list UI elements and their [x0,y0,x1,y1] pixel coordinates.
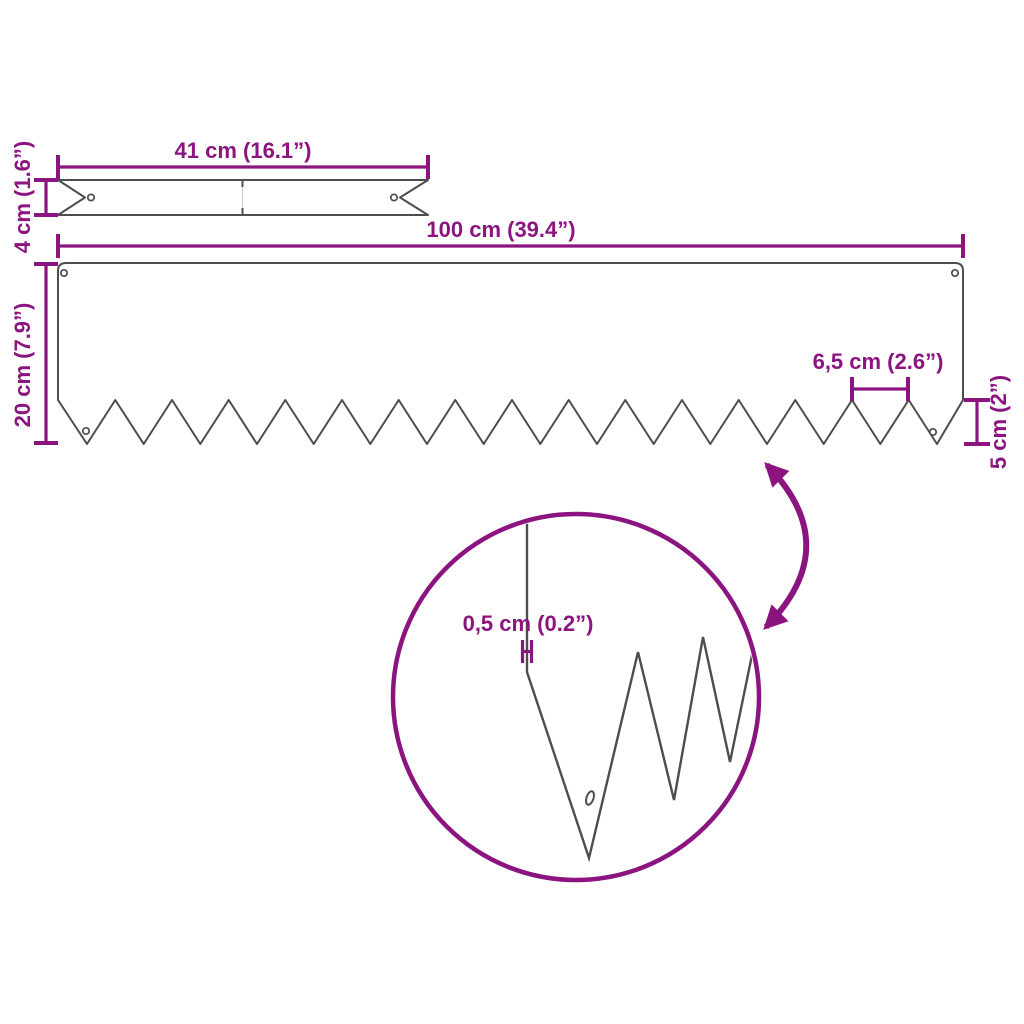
dimension-strip-length: 41 cm (16.1”) [56,138,430,179]
strip-hole-right [389,193,399,202]
dim-label-strip-height: 4 cm (1.6”) [10,141,35,254]
dimension-panel-length: 100 cm (39.4”) [56,217,965,258]
dimension-tooth-depth: 5 cm (2”) [964,375,1011,469]
detail-zoom-circle: 0,5 cm (0.2”) [390,511,762,883]
dim-label-strip-length: 41 cm (16.1”) [175,138,312,163]
connector-strip [57,179,429,216]
dimension-panel-height: 20 cm (7.9”) [10,262,58,445]
panel-hole-bottom-right [928,427,938,437]
dim-label-tooth-spacing: 6,5 cm (2.6”) [813,349,944,374]
dim-label-panel-length: 100 cm (39.4”) [426,217,575,242]
panel-hole-top-left [59,268,69,278]
curved-double-arrow [763,462,810,630]
detail-hole [585,790,595,806]
dim-label-panel-height: 20 cm (7.9”) [10,303,35,428]
dimension-strip-height: 4 cm (1.6”) [10,141,58,254]
edging-panel-outline [57,262,964,445]
detail-content [525,517,756,863]
dim-label-material-thickness: 0,5 cm (0.2”) [463,611,594,636]
panel-hole-bottom-left [81,426,91,436]
strip-hole-left [86,193,96,202]
dim-label-tooth-depth: 5 cm (2”) [986,375,1011,469]
detail-edge-zigzag [525,517,756,863]
detail-circle-ring [390,511,762,883]
panel-hole-top-right [950,268,960,278]
dimension-material-thickness: 0,5 cm (0.2”) [463,611,594,663]
zoom-arrow-icon [763,462,810,630]
edging-panel [57,262,964,445]
dimension-tooth-spacing: 6,5 cm (2.6”) [813,349,944,401]
